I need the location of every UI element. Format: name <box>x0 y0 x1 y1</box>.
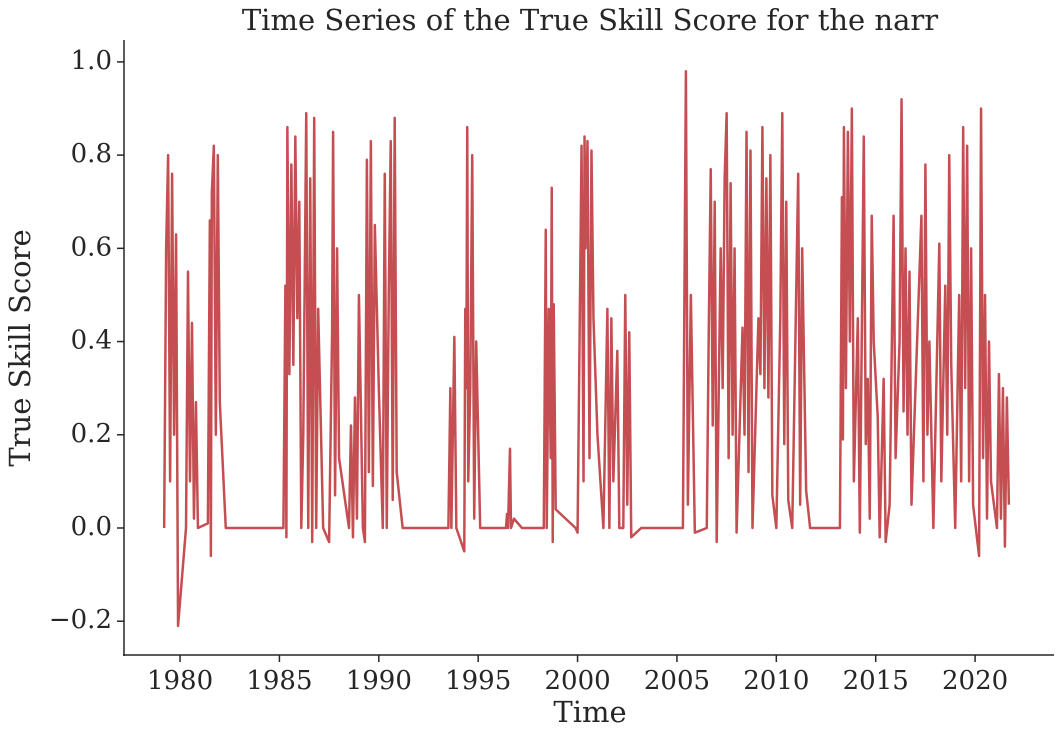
x-axis-label: Time <box>553 695 626 729</box>
x-tick-label: 1990 <box>346 666 412 696</box>
x-tick-label: 1995 <box>445 666 511 696</box>
x-tick-label: 1980 <box>147 666 213 696</box>
chart-title: Time Series of the True Skill Score for … <box>242 3 938 37</box>
y-tick-label: 0.2 <box>71 419 112 449</box>
x-tick-label: 2005 <box>644 666 710 696</box>
x-tick-label: 2015 <box>843 666 909 696</box>
x-tick-label: 2010 <box>743 666 809 696</box>
y-tick-label: 1.0 <box>71 46 112 76</box>
y-tick-label: 0.0 <box>71 512 112 542</box>
y-tick-label: 0.4 <box>71 326 112 356</box>
data-line <box>162 69 1011 628</box>
x-tick-label: 2020 <box>942 666 1008 696</box>
x-tick-label: 1985 <box>246 666 312 696</box>
y-tick-label: −0.2 <box>49 605 112 635</box>
y-axis-label: True Skill Score <box>3 229 37 466</box>
x-tick-label: 2000 <box>544 666 610 696</box>
y-tick-label: 0.6 <box>71 232 112 262</box>
y-tick-label: 0.8 <box>71 139 112 169</box>
